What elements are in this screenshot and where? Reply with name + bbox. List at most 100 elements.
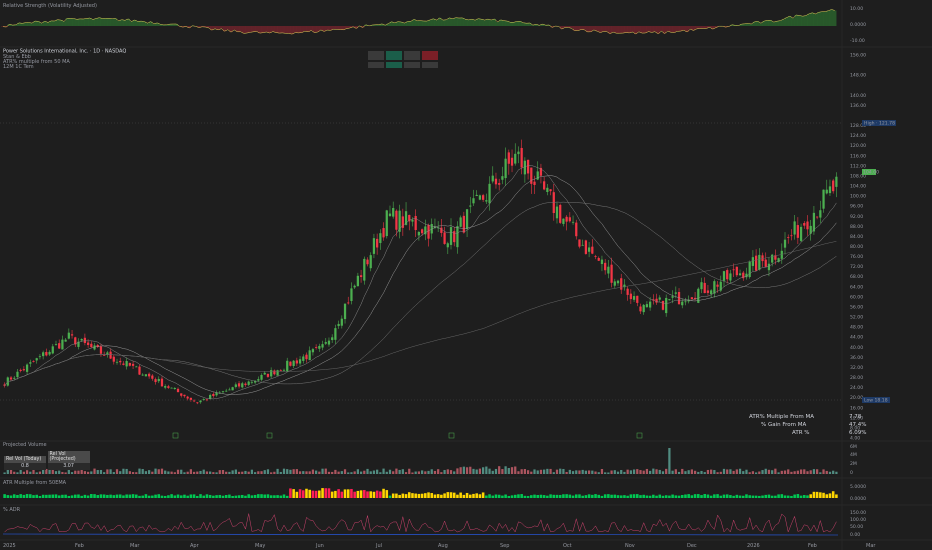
volume-bar	[376, 469, 379, 474]
candle-body	[594, 256, 597, 257]
low-badge	[862, 397, 890, 403]
candle-body	[735, 266, 738, 276]
atr-bar	[655, 495, 658, 498]
volume-bar	[536, 470, 539, 474]
atr-bar	[167, 495, 170, 498]
volume-bar	[539, 469, 543, 474]
candle-body	[693, 297, 697, 300]
atr-bar	[427, 492, 430, 498]
candle-body	[398, 210, 401, 232]
candle-body	[363, 258, 366, 281]
volume-bar	[613, 470, 616, 474]
atr-bar	[93, 494, 96, 498]
atr-bar	[311, 490, 315, 498]
candle-body	[318, 345, 321, 349]
volume-bar	[764, 468, 767, 474]
volume-bar	[440, 472, 443, 474]
candle-body	[793, 221, 796, 235]
candle-body	[771, 254, 774, 263]
candle-body	[125, 360, 128, 367]
candle-body	[710, 290, 713, 295]
atr-bar	[263, 494, 267, 498]
candle-body	[626, 288, 629, 295]
volume-bar	[799, 469, 803, 474]
volume-bar	[67, 469, 70, 474]
volume-bar	[170, 471, 173, 474]
candle-body	[533, 181, 536, 185]
atr-bar	[619, 495, 623, 498]
candle-body	[170, 387, 173, 389]
volume-bar	[636, 469, 639, 474]
volume-bar	[626, 469, 629, 474]
adr-baseline	[2, 533, 839, 536]
volume-bar	[385, 471, 388, 474]
candle-body	[122, 363, 125, 365]
volume-bar	[623, 471, 626, 474]
atr-bar	[196, 495, 199, 498]
candle-body	[581, 244, 584, 246]
atr-bar	[741, 495, 745, 498]
volume-bar	[115, 469, 119, 474]
volume-bar	[719, 471, 722, 474]
candle-body	[620, 278, 623, 290]
volume-bar	[437, 469, 440, 474]
moving-average-line	[4, 175, 837, 395]
atr-bar	[530, 495, 533, 498]
atr-bar	[449, 492, 453, 498]
candle-body	[787, 237, 790, 238]
atr-bar	[224, 495, 228, 498]
volume-bar	[510, 467, 514, 474]
candle-body	[376, 238, 379, 248]
atr-bar	[494, 494, 498, 498]
atr-bar	[690, 495, 694, 498]
price-tick-label: 28.00	[850, 375, 863, 381]
candle-body	[218, 392, 221, 394]
volume-bar	[192, 471, 196, 474]
candle-body	[392, 208, 395, 217]
volume-bar	[35, 472, 38, 474]
candle-body	[568, 217, 571, 222]
atr-bar	[783, 495, 787, 498]
candle-body	[546, 187, 549, 192]
volume-bar	[42, 468, 45, 474]
candle-body	[347, 302, 350, 304]
volume-bar	[343, 469, 347, 474]
volume-bar	[359, 471, 363, 474]
candle-body	[260, 374, 263, 380]
earnings-marker	[448, 432, 455, 439]
atr-bar	[350, 488, 353, 498]
atr-bar	[456, 494, 459, 498]
rel-vol-today-value: 0.8	[4, 463, 46, 470]
atr-bar	[652, 494, 655, 498]
candle-body	[803, 223, 806, 226]
atr-bar	[414, 493, 417, 498]
summary-box	[404, 62, 420, 68]
atr-bar	[693, 494, 697, 498]
candle-body	[115, 361, 119, 363]
volume-bar	[270, 472, 273, 474]
candle-body	[424, 226, 427, 235]
atr-bar	[635, 494, 639, 498]
candle-body	[597, 257, 600, 261]
atr-bar	[674, 495, 678, 498]
candle-body	[604, 262, 607, 271]
price-tick-label: 80.00	[850, 244, 863, 250]
candle-body	[575, 222, 578, 237]
candle-body	[279, 370, 282, 372]
chart-subtitle: 12M 1C Tem	[3, 64, 34, 70]
candle-body	[658, 297, 661, 300]
atr-bar	[729, 495, 732, 498]
volume-bar	[372, 470, 376, 474]
atr-bar	[289, 488, 292, 498]
candle-body	[106, 352, 109, 355]
volume-bar	[543, 469, 546, 474]
volume-bar	[748, 472, 751, 474]
candle-body	[716, 284, 719, 287]
atr-bar	[77, 494, 80, 498]
atr-bar	[754, 495, 758, 498]
atr-bar	[472, 493, 475, 498]
volume-bar	[266, 469, 270, 474]
volume-bar	[260, 471, 263, 474]
atr-bar	[202, 495, 206, 498]
